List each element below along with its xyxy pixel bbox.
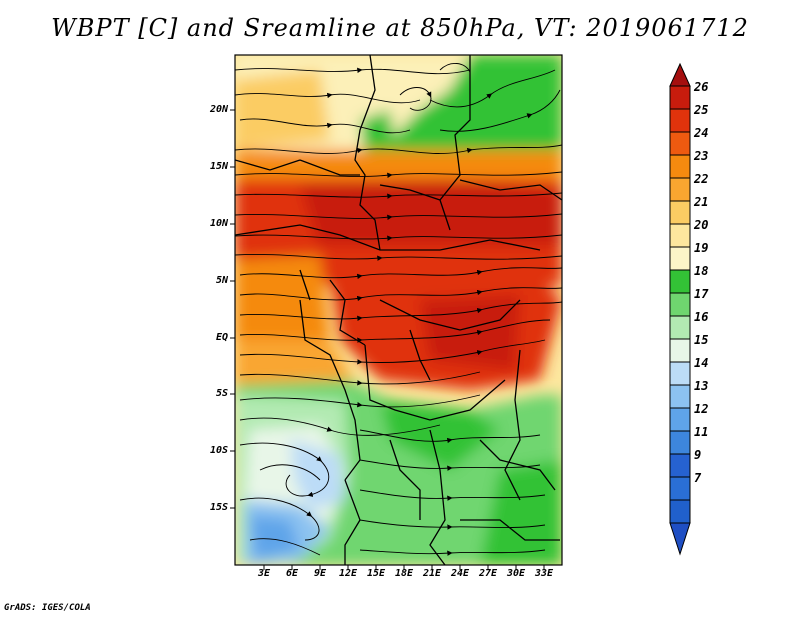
- lon-label: 24E: [450, 568, 470, 579]
- colorbar-label: 26: [694, 80, 709, 94]
- colorbar-label: 18: [694, 264, 709, 278]
- lat-ticks: [230, 109, 235, 509]
- colorbar-swatch: [669, 223, 691, 248]
- colorbar-swatch: [669, 430, 691, 455]
- lat-label: 10S: [209, 445, 228, 456]
- colorbar-label: 9: [694, 448, 702, 462]
- colorbar-swatch: [669, 361, 691, 386]
- colorbar-label: 25: [694, 103, 709, 117]
- colorbar-label: 19: [694, 241, 709, 255]
- lat-label: EQ: [215, 332, 228, 343]
- colorbar-label: 23: [694, 149, 709, 163]
- colorbar-swatch: [669, 384, 691, 409]
- colorbar-swatch: [669, 292, 691, 317]
- lat-label: 10N: [209, 218, 228, 229]
- colorbar-swatch: [669, 269, 691, 294]
- streamlines: [235, 63, 562, 556]
- lat-label: 15S: [209, 502, 228, 513]
- colorbar-swatch-top: [669, 62, 691, 87]
- lon-label: 18E: [394, 568, 414, 579]
- lon-label: 30E: [506, 568, 526, 579]
- colorbar-swatch: [669, 177, 691, 202]
- lat-label: 15N: [209, 161, 228, 172]
- colorbar-swatch: [669, 315, 691, 340]
- colorbar-label: 7: [694, 471, 702, 485]
- colorbar-swatch: [669, 407, 691, 432]
- wbpt-shaded-field: [235, 55, 562, 565]
- lat-label: 5N: [215, 275, 228, 286]
- colorbar-label: 13: [694, 379, 709, 393]
- colorbar-label: 16: [694, 310, 709, 324]
- lon-ticks: [263, 565, 545, 570]
- colorbar-swatch: [669, 154, 691, 179]
- lat-label: 5S: [215, 388, 228, 399]
- map-frame: [234, 54, 563, 566]
- lon-label: 12E: [338, 568, 358, 579]
- map-title: WBPT [C] and Sreamline at 850hPa, VT: 20…: [51, 14, 749, 42]
- colorbar-label: 11: [694, 425, 709, 439]
- lon-label: 21E: [422, 568, 442, 579]
- lon-label: 9E: [313, 568, 327, 579]
- colorbar-swatch: [669, 499, 691, 524]
- colorbar-label: 22: [694, 172, 709, 186]
- colorbar-swatch-bottom: [669, 522, 691, 556]
- lat-label: 20N: [209, 104, 228, 115]
- colorbar-label: 20: [694, 218, 709, 232]
- colorbar-label: 15: [694, 333, 709, 347]
- grads-credit: GrADS: IGES/COLA: [4, 603, 91, 613]
- colorbar-swatch: [669, 453, 691, 478]
- colorbar-label: 12: [694, 402, 709, 416]
- colorbar-swatch: [669, 246, 691, 271]
- lon-label: 15E: [366, 568, 386, 579]
- colorbar-swatch: [669, 476, 691, 501]
- colorbar: [669, 62, 691, 556]
- colorbar-swatch: [669, 200, 691, 225]
- colorbar-swatch: [669, 108, 691, 133]
- lon-label: 6E: [285, 568, 299, 579]
- colorbar-swatch: [669, 85, 691, 110]
- lon-label: 27E: [478, 568, 498, 579]
- colorbar-swatch: [669, 338, 691, 363]
- lon-label: 3E: [257, 568, 271, 579]
- colorbar-label: 17: [694, 287, 709, 301]
- colorbar-label: 24: [694, 126, 709, 140]
- colorbar-label: 21: [694, 195, 709, 209]
- colorbar-label: 14: [694, 356, 709, 370]
- lon-label: 33E: [534, 568, 554, 579]
- colorbar-swatch: [669, 131, 691, 156]
